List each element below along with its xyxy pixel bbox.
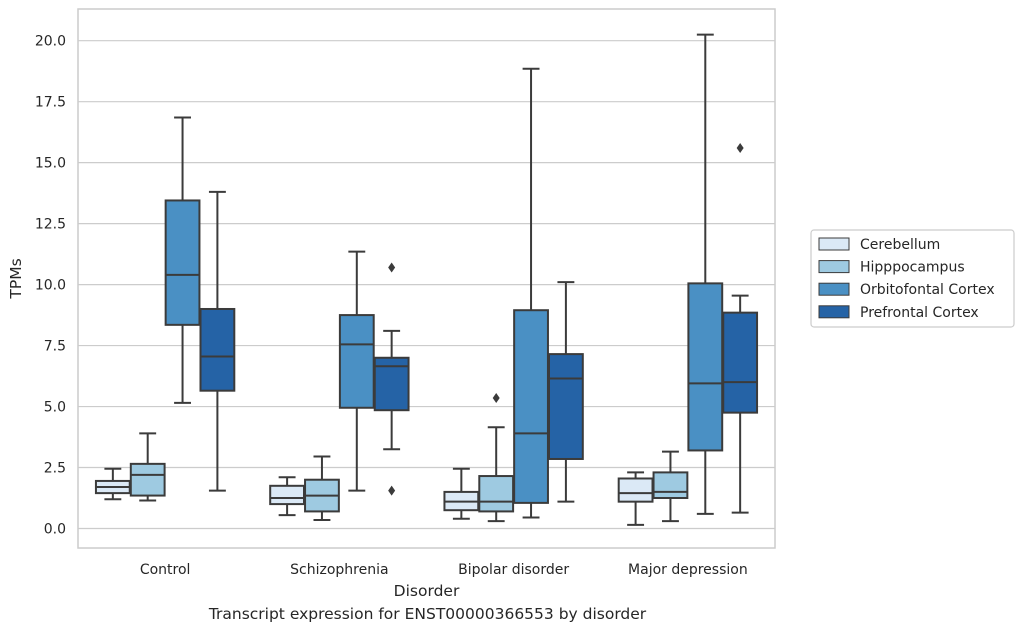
y-tick-label: 7.5 <box>44 339 66 355</box>
legend-label: Orbitofontal Cortex <box>860 282 995 298</box>
legend-swatch <box>818 282 850 296</box>
x-tick-label: Major depression <box>628 562 748 578</box>
outlier-marker <box>736 143 744 154</box>
box-3-2 <box>547 353 584 460</box>
x-tick-label: Bipolar disorder <box>458 562 569 578</box>
box-0-1 <box>269 484 306 506</box>
outlier-marker <box>492 393 500 404</box>
y-tick-label: 17.5 <box>35 95 66 111</box>
box-1-0 <box>129 462 166 497</box>
box-2-2 <box>513 309 549 504</box>
y-tick-label: 0.0 <box>44 521 66 537</box>
chart-caption: Transcript expression for ENST0000036655… <box>208 605 647 623</box>
y-tick-label: 20.0 <box>35 34 66 50</box>
x-tick-label: Schizophrenia <box>290 562 388 578</box>
box-3-0 <box>199 307 236 392</box>
outlier-marker <box>388 485 396 496</box>
legend-box <box>810 229 1015 328</box>
y-tick-label: 12.5 <box>35 217 66 233</box>
y-tick-label: 2.5 <box>44 461 66 477</box>
legend-swatch <box>818 237 850 251</box>
legend-swatch <box>818 260 850 274</box>
box-1-3 <box>652 471 689 500</box>
box-3-3 <box>722 311 759 414</box>
x-axis-label: Disorder <box>394 582 460 600</box>
box-2-1 <box>338 314 375 409</box>
legend-swatch <box>818 305 850 319</box>
plot-frame <box>77 8 776 549</box>
legend-label: Cerebellum <box>860 237 940 253</box>
x-tick-label: Control <box>140 562 191 578</box>
y-tick-label: 10.0 <box>35 278 66 294</box>
outlier-marker <box>388 262 396 273</box>
legend-label: Prefrontal Cortex <box>860 305 979 321</box>
box-1-2 <box>478 475 515 513</box>
box-2-3 <box>687 282 724 452</box>
y-tick-label: 5.0 <box>44 400 66 416</box>
y-tick-label: 15.0 <box>35 156 66 172</box>
y-axis-label: TPMs <box>7 258 25 299</box>
box-0-3 <box>617 477 654 503</box>
legend-label: Hipppocampus <box>860 260 965 276</box>
box-2-0 <box>164 199 201 326</box>
